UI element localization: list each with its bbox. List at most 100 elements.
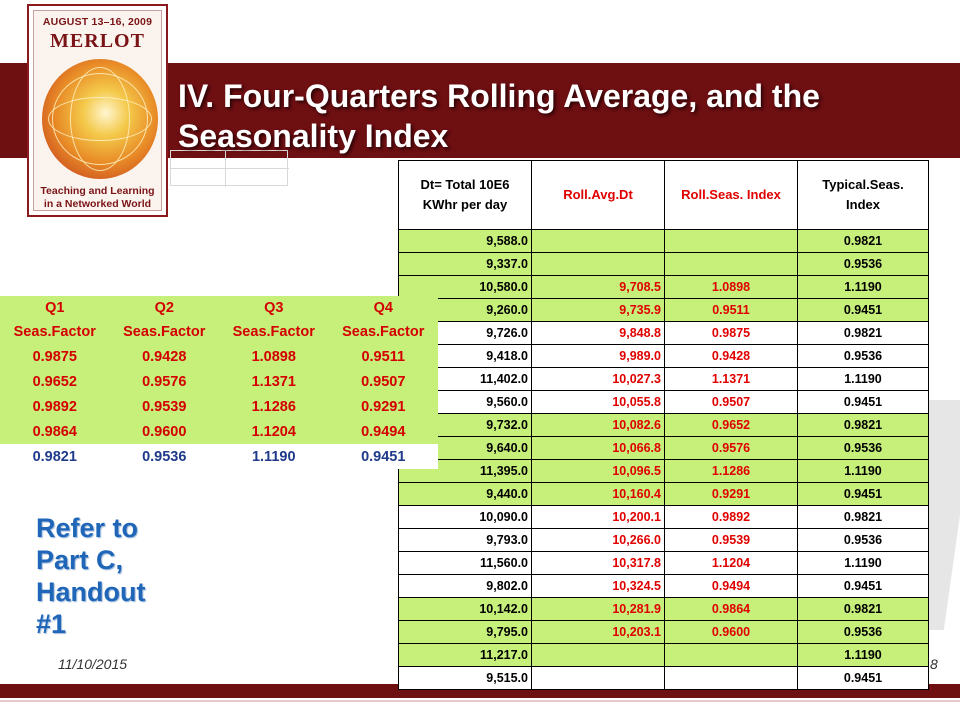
logo-date: AUGUST 13–16, 2009 (42, 16, 153, 28)
refer-line-3: Handout (36, 577, 146, 607)
cell-roll-avg: 10,281.9 (531, 597, 665, 621)
cell-dt: 9,337.0 (398, 252, 532, 276)
cell-dt: 9,795.0 (398, 620, 532, 644)
seas-row: 0.9864 0.9600 1.1204 0.9494 (0, 419, 438, 444)
seasonality-factor-table: Q1 Q2 Q3 Q4 Seas.Factor Seas.Factor Seas… (0, 296, 438, 469)
seas-average-cell: 0.9451 (328, 444, 438, 469)
logo-tagline-line-2: in a Networked World (43, 198, 152, 210)
cell-roll-seas: 0.9291 (664, 482, 798, 506)
seas-header-q4: Q4 (328, 296, 438, 320)
table-row: 11,560.0 10,317.8 1.1204 1.1190 (398, 551, 929, 575)
cell-roll-avg (531, 643, 665, 667)
seas-cell: 0.9576 (109, 369, 219, 394)
seas-header-label: Seas.Factor (109, 320, 219, 344)
cell-typical: 0.9451 (797, 574, 929, 598)
seas-cell: 0.9875 (0, 344, 110, 369)
cell-roll-avg: 10,096.5 (531, 459, 665, 483)
cell-roll-seas: 0.9494 (664, 574, 798, 598)
cell-dt: 9,588.0 (398, 229, 532, 253)
cell-dt: 10,580.0 (398, 275, 532, 299)
seas-header-row-quarter: Q1 Q2 Q3 Q4 (0, 296, 438, 320)
cell-dt: 9,515.0 (398, 666, 532, 690)
seas-cell: 0.9428 (109, 344, 219, 369)
cell-roll-seas: 1.1204 (664, 551, 798, 575)
cell-typical: 0.9451 (797, 298, 929, 322)
cell-typical: 0.9821 (797, 229, 929, 253)
seas-cell: 0.9892 (0, 394, 110, 419)
table-row: 9,732.0 10,082.6 0.9652 0.9821 (398, 413, 929, 437)
cell-typical: 1.1190 (797, 551, 929, 575)
cell-roll-seas: 0.9511 (664, 298, 798, 322)
cell-roll-seas: 0.9892 (664, 505, 798, 529)
cell-roll-avg: 10,160.4 (531, 482, 665, 506)
logo-name: MERLOT (50, 30, 145, 52)
cell-typical: 0.9821 (797, 321, 929, 345)
table-row: 9,726.0 9,848.8 0.9875 0.9821 (398, 321, 929, 345)
slide-title: IV. Four-Quarters Rolling Average, and t… (178, 78, 820, 154)
rolling-average-table: Dt= Total 10E6 KWhr per day Roll.Avg.Dt … (398, 160, 929, 690)
cell-typical: 1.1190 (797, 367, 929, 391)
table-header-row: Dt= Total 10E6 KWhr per day Roll.Avg.Dt … (398, 160, 929, 230)
cell-typical: 0.9451 (797, 666, 929, 690)
cell-dt: 9,793.0 (398, 528, 532, 552)
cell-roll-seas (664, 229, 798, 253)
table-row: 11,395.0 10,096.5 1.1286 1.1190 (398, 459, 929, 483)
cell-roll-avg: 10,200.1 (531, 505, 665, 529)
table-row: 9,260.0 9,735.9 0.9511 0.9451 (398, 298, 929, 322)
seas-cell: 0.9864 (0, 419, 110, 444)
table-row: 9,337.0 0.9536 (398, 252, 929, 276)
refer-line-4: #1 (36, 609, 67, 639)
seas-cell: 1.1371 (219, 369, 329, 394)
seas-header-label: Seas.Factor (0, 320, 110, 344)
seas-average-cell: 0.9821 (0, 444, 110, 469)
cell-typical: 0.9536 (797, 620, 929, 644)
table-row: 10,142.0 10,281.9 0.9864 0.9821 (398, 597, 929, 621)
cell-typical: 1.1190 (797, 643, 929, 667)
seas-header-q3: Q3 (219, 296, 329, 320)
page-number: 8 (930, 656, 938, 672)
seas-cell: 0.9507 (328, 369, 438, 394)
cell-typical: 0.9536 (797, 528, 929, 552)
table-row: 9,802.0 10,324.5 0.9494 0.9451 (398, 574, 929, 598)
seas-cell: 0.9539 (109, 394, 219, 419)
cell-dt: 10,142.0 (398, 597, 532, 621)
refer-line-1: Refer to (36, 513, 139, 543)
table-row: 9,795.0 10,203.1 0.9600 0.9536 (398, 620, 929, 644)
table-row: 9,588.0 0.9821 (398, 229, 929, 253)
cell-roll-avg (531, 252, 665, 276)
cell-typical: 0.9821 (797, 597, 929, 621)
cell-typical: 1.1190 (797, 459, 929, 483)
logo-frame: AUGUST 13–16, 2009 MERLOT Teaching and L… (33, 10, 162, 211)
merlot-logo: AUGUST 13–16, 2009 MERLOT Teaching and L… (27, 4, 168, 217)
cell-roll-seas: 0.9864 (664, 597, 798, 621)
cell-roll-seas (664, 643, 798, 667)
cell-roll-avg: 9,735.9 (531, 298, 665, 322)
grid-decoration (170, 150, 289, 187)
cell-dt: 11,217.0 (398, 643, 532, 667)
cell-roll-avg (531, 666, 665, 690)
cell-typical: 0.9536 (797, 252, 929, 276)
cell-typical: 0.9536 (797, 436, 929, 460)
seas-average-cell: 0.9536 (109, 444, 219, 469)
cell-dt: 11,560.0 (398, 551, 532, 575)
refer-note: Refer to Part C, Handout #1 (36, 512, 145, 640)
seas-row: 0.9652 0.9576 1.1371 0.9507 (0, 369, 438, 394)
cell-roll-seas: 0.9576 (664, 436, 798, 460)
cell-roll-seas: 0.9539 (664, 528, 798, 552)
cell-roll-avg: 9,989.0 (531, 344, 665, 368)
seas-average-cell: 1.1190 (219, 444, 329, 469)
cell-typical: 1.1190 (797, 275, 929, 299)
table-row: 9,793.0 10,266.0 0.9539 0.9536 (398, 528, 929, 552)
cell-roll-seas: 0.9652 (664, 413, 798, 437)
table-row: 9,640.0 10,066.8 0.9576 0.9536 (398, 436, 929, 460)
refer-line-2: Part C, (36, 545, 124, 575)
cell-dt: 9,802.0 (398, 574, 532, 598)
seas-cell: 0.9652 (0, 369, 110, 394)
cell-roll-seas (664, 666, 798, 690)
seas-cell: 0.9291 (328, 394, 438, 419)
cell-roll-avg: 10,055.8 (531, 390, 665, 414)
cell-typical: 0.9536 (797, 344, 929, 368)
table-row: 9,560.0 10,055.8 0.9507 0.9451 (398, 390, 929, 414)
table-row: 9,418.0 9,989.0 0.9428 0.9536 (398, 344, 929, 368)
table-row: 10,580.0 9,708.5 1.0898 1.1190 (398, 275, 929, 299)
